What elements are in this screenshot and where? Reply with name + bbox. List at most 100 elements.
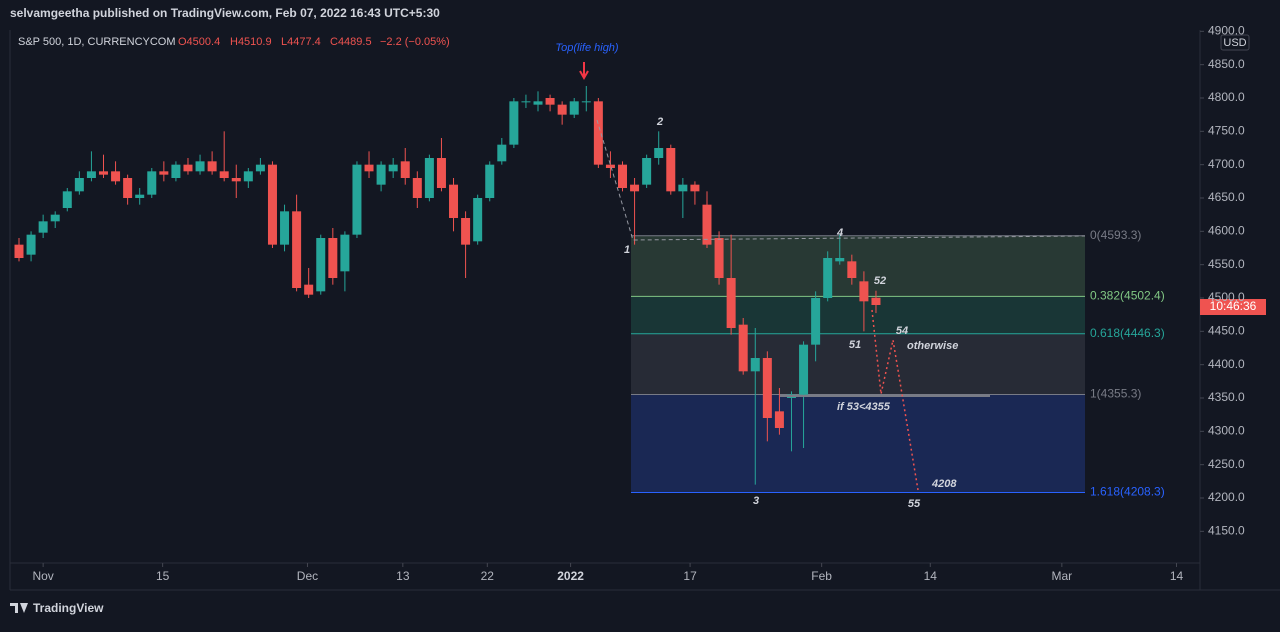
fib-label: 0.618(4446.3)	[1090, 326, 1165, 340]
candle-body	[799, 344, 809, 395]
symbol: S&P 500, 1D, CURRENCYCOM	[18, 36, 176, 48]
candle-body	[871, 297, 881, 306]
fib-label: 0(4593.3)	[1090, 228, 1141, 242]
candle-body	[569, 101, 579, 115]
x-tick-label: Mar	[1052, 569, 1073, 583]
arrow	[579, 62, 589, 81]
candle-body	[304, 284, 314, 295]
candle-body	[762, 358, 772, 419]
candle-body	[449, 184, 459, 218]
x-tick-label: 22	[481, 569, 495, 583]
x-tick-label: Nov	[32, 569, 53, 583]
fib-zone	[631, 394, 1085, 493]
candle-body	[159, 171, 169, 175]
y-tick-label: 4150.0	[1208, 524, 1245, 538]
x-tick-label: Feb	[811, 569, 832, 583]
candle-body	[533, 101, 543, 105]
candle-body	[412, 177, 422, 198]
legend-change: −2.2 (−0.05%)	[380, 36, 450, 48]
x-tick-label: 2022	[557, 569, 584, 583]
candle-body	[593, 101, 603, 165]
annotation: 3	[753, 495, 759, 507]
legend-high: H4510.9	[230, 36, 272, 48]
candle-body	[750, 358, 760, 372]
candle-body	[726, 277, 736, 329]
annotation: otherwise	[907, 340, 958, 352]
y-tick-label: 4500.0	[1208, 290, 1245, 304]
candle-body	[183, 164, 193, 172]
y-tick-label: 4450.0	[1208, 324, 1245, 338]
candle-body	[581, 101, 591, 103]
candle-body	[654, 147, 664, 158]
candle-body	[195, 161, 205, 172]
candle-body	[823, 257, 833, 298]
candle-body	[557, 104, 567, 115]
annotation: 2	[656, 116, 663, 128]
candle-body	[618, 164, 627, 188]
countdown-box	[1200, 299, 1266, 315]
y-tick-label: 4400.0	[1208, 357, 1245, 371]
candle-body	[376, 164, 386, 185]
legend-open: O4500.4	[178, 36, 220, 48]
annotation: if 53<4355	[837, 401, 891, 413]
candle-body	[738, 324, 748, 372]
y-tick-label: 4350.0	[1208, 390, 1245, 404]
x-tick-label: 14	[924, 569, 938, 583]
candle-body	[26, 234, 36, 255]
candle-body	[328, 237, 338, 278]
candle-body	[666, 147, 676, 192]
candle-body	[436, 157, 446, 188]
candle-body	[292, 211, 302, 288]
y-tick-label: 4300.0	[1208, 424, 1245, 438]
candle-body	[255, 164, 265, 172]
candle-body	[74, 177, 84, 192]
candle-body	[316, 237, 326, 292]
countdown: 10:46:36	[1210, 299, 1257, 313]
fib-label: 1.618(4208.3)	[1090, 485, 1165, 499]
candle-body	[835, 257, 845, 262]
x-tick-label: 15	[156, 569, 170, 583]
fib-zone	[631, 333, 1085, 395]
legend-close: C4489.5	[330, 36, 372, 48]
annotation: 51	[849, 339, 861, 351]
candle-body	[388, 164, 398, 172]
candle-body	[207, 161, 217, 172]
candle-body	[424, 157, 434, 198]
fib-zone	[631, 235, 1085, 297]
annotation: 55	[908, 498, 921, 510]
candle-body	[473, 197, 483, 242]
candle-body	[62, 191, 72, 208]
currency-box	[1220, 34, 1250, 51]
candle-body	[774, 411, 784, 429]
candle-body	[135, 194, 145, 198]
candle-body	[811, 298, 821, 345]
annotation: 4208	[931, 478, 957, 490]
candle-body	[219, 171, 229, 178]
currency: USD	[1223, 37, 1246, 49]
candle-body	[400, 161, 410, 178]
candle-body	[123, 177, 133, 198]
candle-body	[364, 164, 374, 172]
candle-body	[243, 171, 253, 182]
publisher: selvamgeetha published on TradingView.co…	[10, 6, 440, 20]
candle-body	[497, 144, 507, 162]
candle-body	[340, 234, 350, 272]
candle-body	[678, 184, 688, 192]
candle-body	[690, 184, 700, 192]
x-tick-label: 14	[1170, 569, 1184, 583]
y-tick-label: 4800.0	[1208, 90, 1245, 104]
fib-label: 0.382(4502.4)	[1090, 289, 1165, 303]
fib-label: 1(4355.3)	[1090, 387, 1141, 401]
candle-body	[352, 164, 362, 235]
candle-body	[38, 221, 48, 233]
legend-low: L4477.4	[281, 36, 321, 48]
candles	[14, 85, 881, 485]
fib-zone	[631, 296, 1085, 334]
candle-body	[111, 171, 121, 182]
projection-path	[871, 309, 919, 491]
candle-body	[50, 214, 60, 222]
candle-body	[98, 171, 108, 175]
annotation: 52	[874, 275, 886, 287]
y-tick-label: 4900.0	[1208, 24, 1245, 38]
